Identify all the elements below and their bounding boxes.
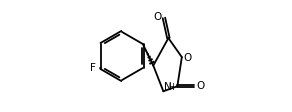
- Text: H: H: [168, 83, 173, 92]
- Text: O: O: [184, 53, 192, 63]
- Text: O: O: [196, 81, 204, 91]
- Text: N: N: [164, 82, 172, 92]
- Text: F: F: [90, 63, 96, 73]
- Text: O: O: [154, 12, 162, 22]
